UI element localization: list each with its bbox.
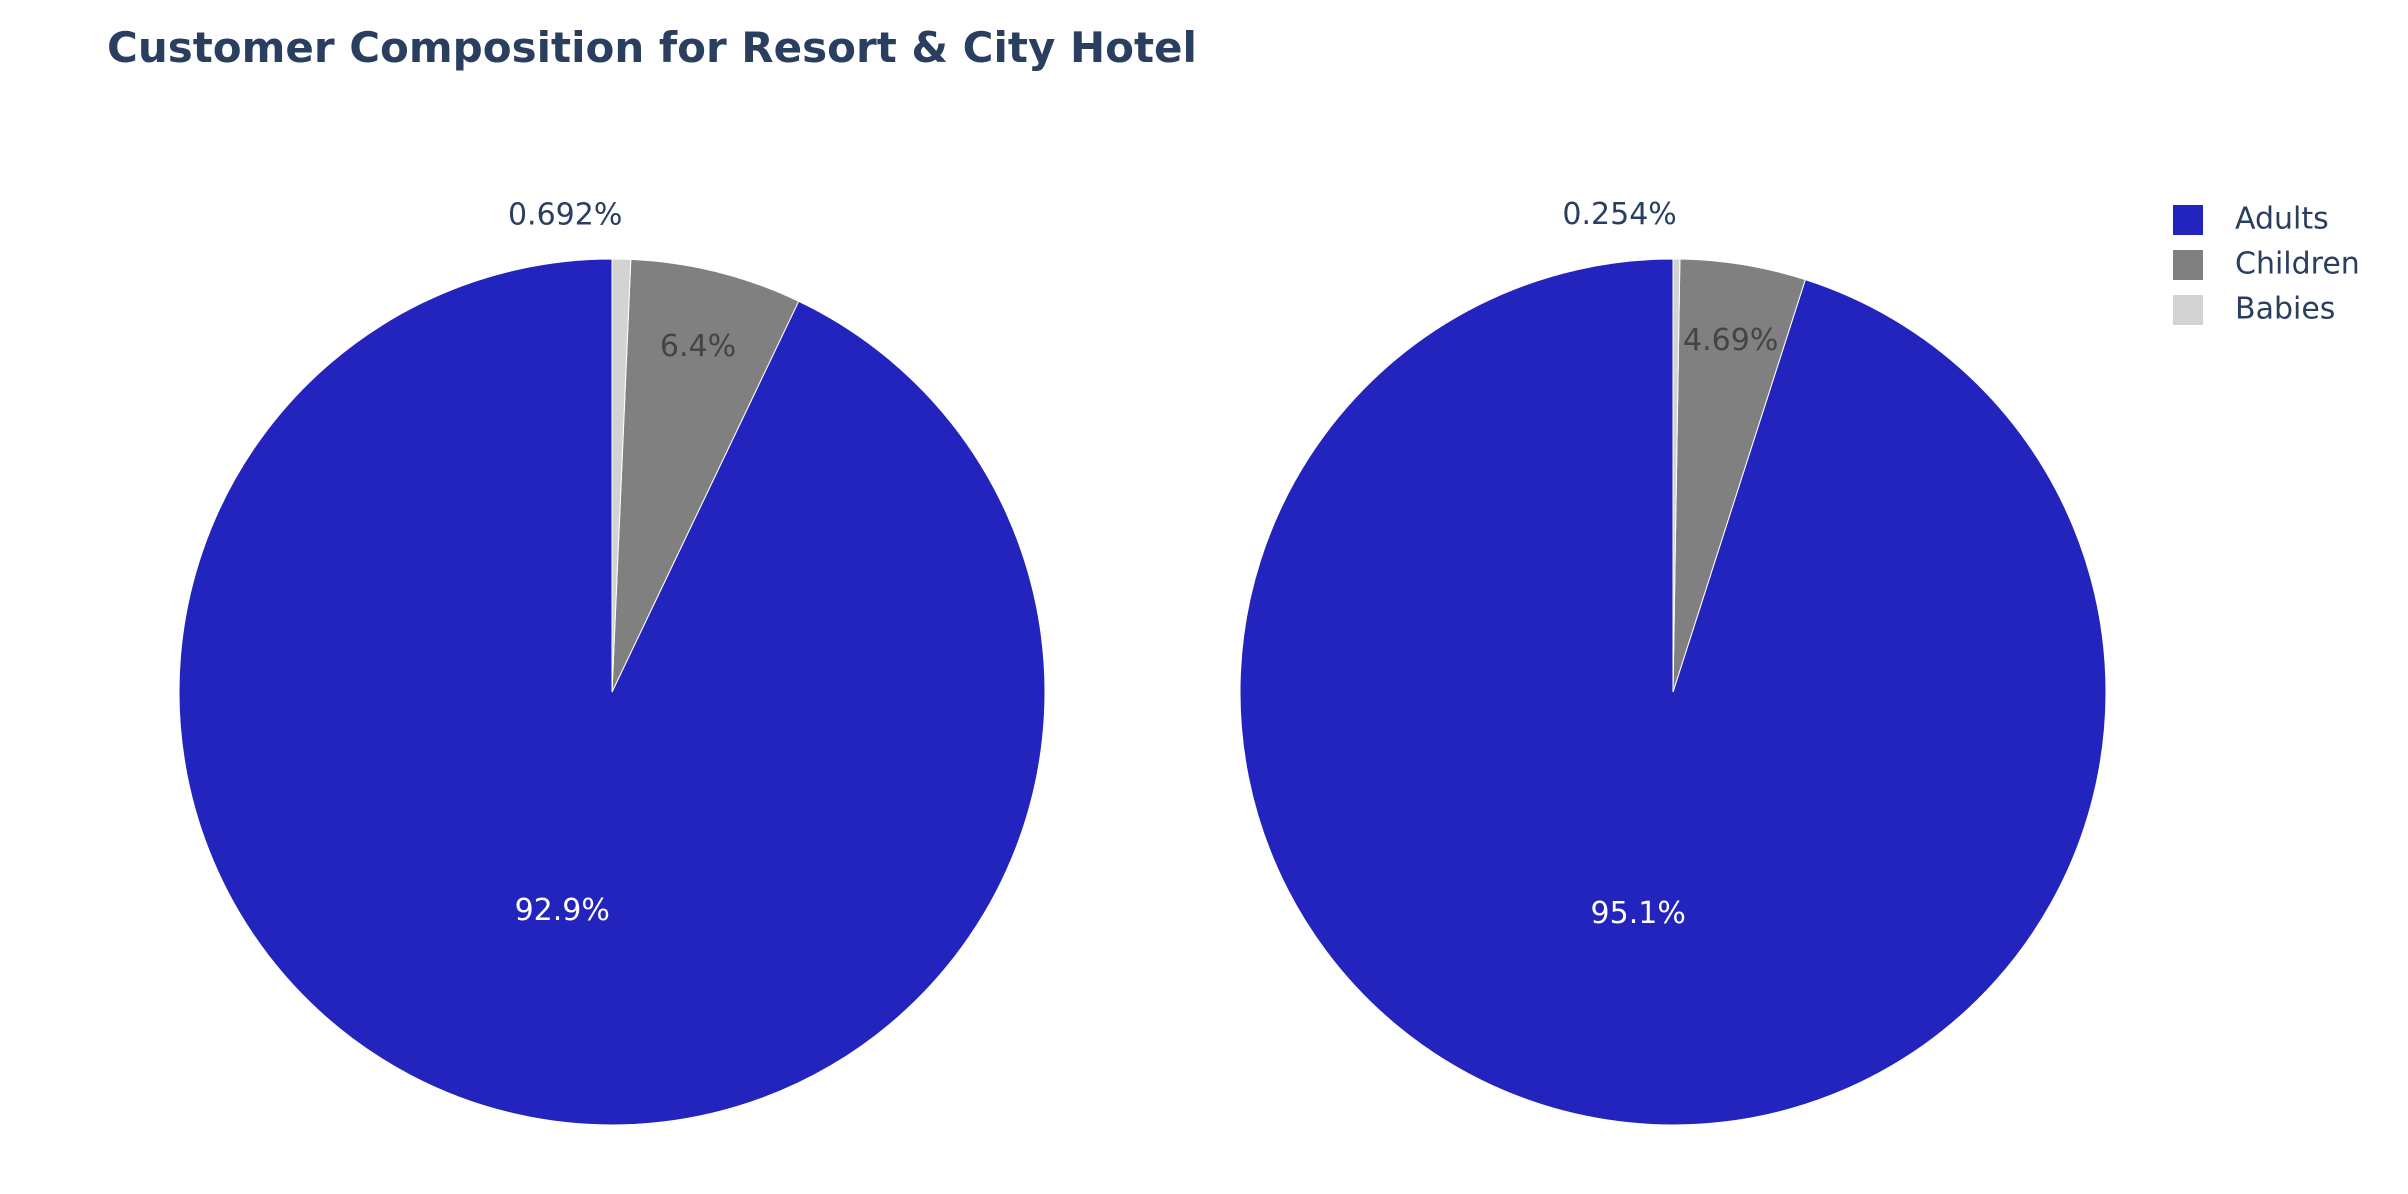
pie-1-slice-children[interactable]	[611, 258, 800, 693]
pie-1-label-adults: 92.9%	[515, 893, 610, 928]
pie-2-label-adults: 95.1%	[1591, 896, 1686, 931]
pie-1-label-children: 6.4%	[660, 329, 736, 364]
legend-label-children: Children	[2235, 247, 2360, 282]
pie-2-label-babies: 0.254%	[1562, 197, 1676, 232]
legend-swatch-babies[interactable]	[2173, 295, 2203, 325]
pie-2-label-children: 4.69%	[1683, 323, 1778, 358]
pie-1-slice-adults[interactable]	[178, 258, 1046, 1126]
legend-label-babies: Babies	[2235, 292, 2335, 327]
legend[interactable]: Adults Children Babies	[2173, 202, 2360, 327]
legend-label-adults: Adults	[2235, 202, 2329, 237]
pie-1-label-babies: 0.692%	[508, 197, 622, 232]
legend-item-babies[interactable]: Babies	[2173, 292, 2335, 327]
legend-item-children[interactable]: Children	[2173, 247, 2360, 282]
legend-swatch-adults[interactable]	[2173, 205, 2203, 235]
pie-1: 92.9% 6.4% 0.692%	[178, 197, 1046, 1126]
legend-item-adults[interactable]: Adults	[2173, 202, 2329, 237]
chart-title: Customer Composition for Resort & City H…	[107, 23, 1197, 72]
pie-2: 95.1% 4.69% 0.254%	[1239, 197, 2107, 1126]
pie-1-slice-babies[interactable]	[611, 258, 632, 693]
legend-swatch-children[interactable]	[2173, 250, 2203, 280]
pie-2-slice-babies[interactable]	[1672, 258, 1681, 693]
pies-layer: 92.9% 6.4% 0.692% 95.1% 4.69% 0.254%	[178, 197, 2107, 1126]
